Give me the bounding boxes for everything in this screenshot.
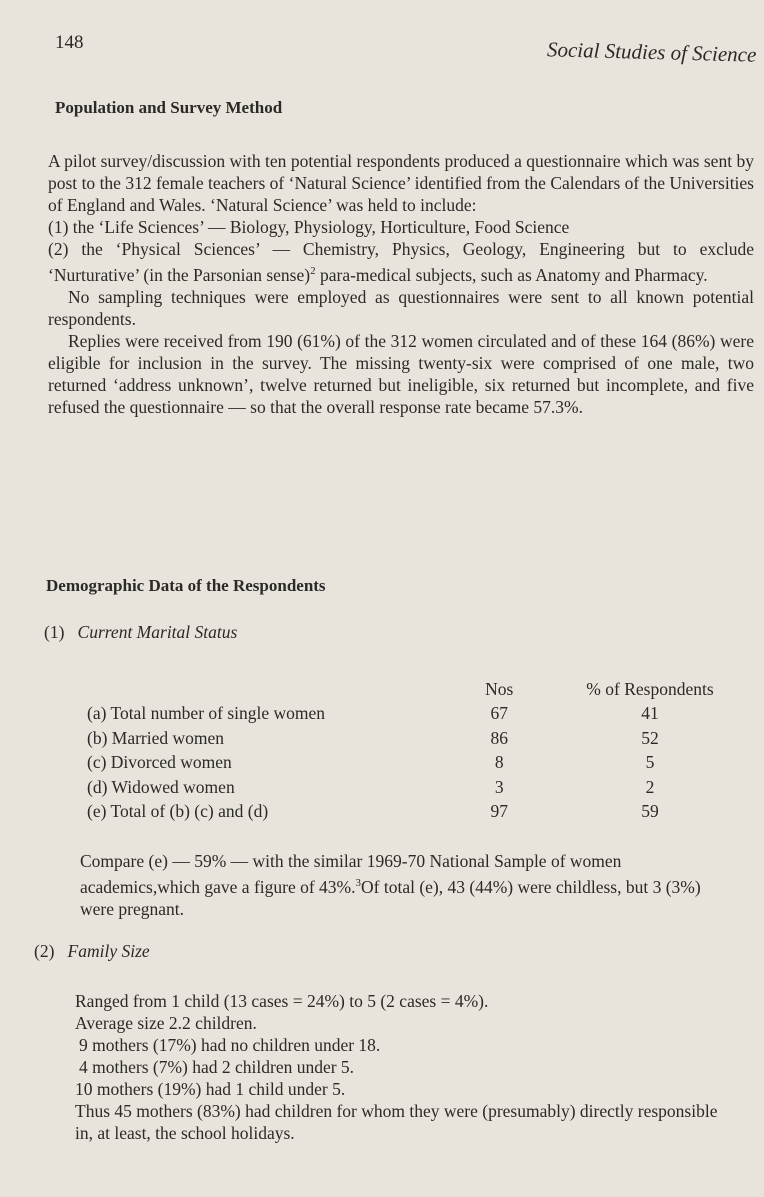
table-row: (d) Widowed women 3 2 bbox=[87, 776, 655, 797]
page-number: 148 bbox=[55, 32, 84, 53]
paragraph-sampling: No sampling techniques were employed as … bbox=[48, 286, 754, 329]
table-row: (e) Total of (b) (c) and (d) 97 59 bbox=[87, 801, 659, 822]
family-line: 10 mothers (19%) had 1 child under 5. bbox=[75, 1079, 346, 1099]
family-line: Thus 45 mothers (83%) had children for w… bbox=[75, 1101, 718, 1143]
subheading-marital-status: (1) Current Marital Status bbox=[44, 622, 238, 642]
column-header-percent: % of Respondents bbox=[586, 678, 714, 699]
family-line: 4 mothers (7%) had 2 children under 5. bbox=[79, 1057, 355, 1077]
family-line: Ranged from 1 child (13 cases = 24%) to … bbox=[75, 991, 489, 1011]
running-title: Social Studies of Science bbox=[546, 37, 757, 67]
paragraph-pilot: A pilot survey/discussion with ten poten… bbox=[48, 151, 754, 215]
family-line: Average size 2.2 children. bbox=[75, 1013, 257, 1033]
family-line: 9 mothers (17%) had no children under 18… bbox=[79, 1035, 381, 1055]
paragraph-replies: Replies were received from 190 (61%) of … bbox=[48, 330, 754, 417]
subheading-family-size: (2) Family Size bbox=[34, 941, 150, 961]
section-heading-population: Population and Survey Method bbox=[55, 98, 283, 117]
list-item-life-sciences: (1) the ‘Life Sciences’ — Biology, Physi… bbox=[48, 217, 570, 237]
marital-status-table: Nos % of Respondents (a) Total number of… bbox=[87, 677, 764, 824]
table-row: (a) Total number of single women 67 41 bbox=[87, 703, 659, 724]
table-row: (b) Married women 86 52 bbox=[87, 727, 659, 748]
table-row: (c) Divorced women 8 5 bbox=[87, 752, 655, 773]
family-size-text: Ranged from 1 child (13 cases = 24%) to … bbox=[75, 990, 735, 1144]
marital-note: Compare (e) — 59% — with the similar 196… bbox=[80, 851, 701, 919]
survey-method-text: A pilot survey/discussion with ten poten… bbox=[48, 150, 754, 418]
column-header-nos: Nos bbox=[485, 678, 514, 699]
section-heading-demographic: Demographic Data of the Respondents bbox=[46, 576, 326, 595]
table-header-row: Nos % of Respondents bbox=[87, 677, 764, 702]
list-item-physical-sciences: (2) the ‘Physical Sciences’ — Chemistry,… bbox=[48, 239, 754, 285]
